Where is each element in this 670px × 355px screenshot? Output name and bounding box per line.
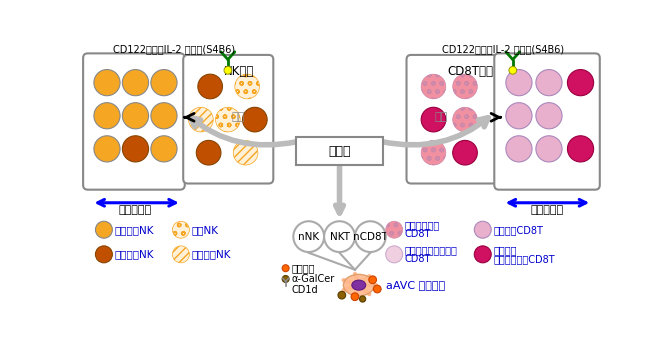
Circle shape: [234, 74, 259, 99]
Text: CD122指向型IL-2 複合体(S4B6): CD122指向型IL-2 複合体(S4B6): [113, 44, 235, 55]
Text: 活性化: 活性化: [328, 145, 351, 158]
Circle shape: [474, 221, 491, 238]
Text: α-GalCer: α-GalCer: [292, 274, 335, 284]
Text: CD122指向型IL-2 複合体(S4B6): CD122指向型IL-2 複合体(S4B6): [442, 44, 565, 55]
Text: 最終分化NK: 最終分化NK: [115, 249, 154, 260]
Circle shape: [94, 136, 120, 162]
Text: 中間段階NK: 中間段階NK: [192, 249, 231, 260]
Text: セントラルメモリー: セントラルメモリー: [405, 245, 458, 255]
Text: エフェクター: エフェクター: [405, 220, 440, 230]
Circle shape: [536, 70, 562, 96]
Text: NK細胞: NK細胞: [224, 65, 255, 78]
Circle shape: [369, 276, 377, 284]
Circle shape: [172, 221, 190, 238]
Text: nNK: nNK: [298, 232, 320, 242]
Circle shape: [151, 136, 177, 162]
Circle shape: [373, 285, 381, 293]
Circle shape: [567, 70, 594, 96]
Circle shape: [198, 74, 222, 99]
Text: メモリー化: メモリー化: [531, 206, 564, 215]
Circle shape: [123, 103, 149, 129]
Text: CD8T: CD8T: [405, 254, 431, 264]
Circle shape: [506, 103, 532, 129]
Circle shape: [172, 246, 190, 263]
Circle shape: [293, 221, 324, 252]
Text: NKT: NKT: [330, 232, 350, 242]
Circle shape: [94, 103, 120, 129]
Circle shape: [123, 136, 149, 162]
Text: CD8T細胞: CD8T細胞: [448, 65, 493, 78]
Circle shape: [338, 291, 346, 299]
Circle shape: [233, 140, 258, 165]
FancyBboxPatch shape: [83, 53, 185, 190]
Circle shape: [95, 221, 113, 238]
FancyBboxPatch shape: [407, 55, 499, 184]
Circle shape: [386, 221, 403, 238]
Circle shape: [351, 293, 358, 301]
Text: CD8T: CD8T: [405, 229, 431, 239]
Circle shape: [421, 140, 446, 165]
Circle shape: [189, 107, 213, 132]
Text: 未熟NK: 未熟NK: [192, 225, 218, 235]
Circle shape: [386, 246, 403, 263]
Text: 幹細胞様NK: 幹細胞様NK: [115, 225, 154, 235]
Circle shape: [506, 136, 532, 162]
Circle shape: [536, 136, 562, 162]
Circle shape: [94, 70, 120, 96]
Text: nCD8T: nCD8T: [353, 232, 388, 242]
Circle shape: [474, 246, 491, 263]
Text: CD1d: CD1d: [292, 285, 318, 295]
Text: メモリー化: メモリー化: [119, 206, 152, 215]
Circle shape: [324, 221, 355, 252]
Circle shape: [453, 140, 477, 165]
Circle shape: [243, 107, 267, 132]
Circle shape: [95, 246, 113, 263]
Text: 増幅: 増幅: [231, 112, 245, 122]
Text: 最終分化: 最終分化: [494, 245, 517, 255]
Text: 抗原蛋白: 抗原蛋白: [292, 263, 316, 273]
Circle shape: [151, 70, 177, 96]
Circle shape: [506, 70, 532, 96]
Text: 増幅: 増幅: [435, 112, 448, 122]
Circle shape: [282, 265, 289, 272]
Text: エフェクターCD8T: エフェクターCD8T: [494, 254, 555, 264]
Text: aAVC ワクチン: aAVC ワクチン: [386, 280, 445, 290]
Ellipse shape: [343, 274, 374, 296]
FancyBboxPatch shape: [183, 55, 273, 184]
Circle shape: [224, 66, 232, 74]
Circle shape: [196, 140, 221, 165]
Circle shape: [421, 74, 446, 99]
FancyBboxPatch shape: [296, 137, 383, 165]
Circle shape: [355, 221, 386, 252]
Circle shape: [360, 296, 366, 302]
Text: 幹細胞様CD8T: 幹細胞様CD8T: [494, 225, 543, 235]
Circle shape: [567, 136, 594, 162]
Circle shape: [536, 103, 562, 129]
Circle shape: [453, 107, 477, 132]
Circle shape: [282, 275, 289, 283]
Circle shape: [151, 103, 177, 129]
Ellipse shape: [352, 280, 366, 290]
Circle shape: [421, 107, 446, 132]
Circle shape: [453, 74, 477, 99]
Circle shape: [123, 70, 149, 96]
Circle shape: [216, 107, 240, 132]
FancyBboxPatch shape: [494, 53, 600, 190]
Circle shape: [509, 66, 517, 74]
